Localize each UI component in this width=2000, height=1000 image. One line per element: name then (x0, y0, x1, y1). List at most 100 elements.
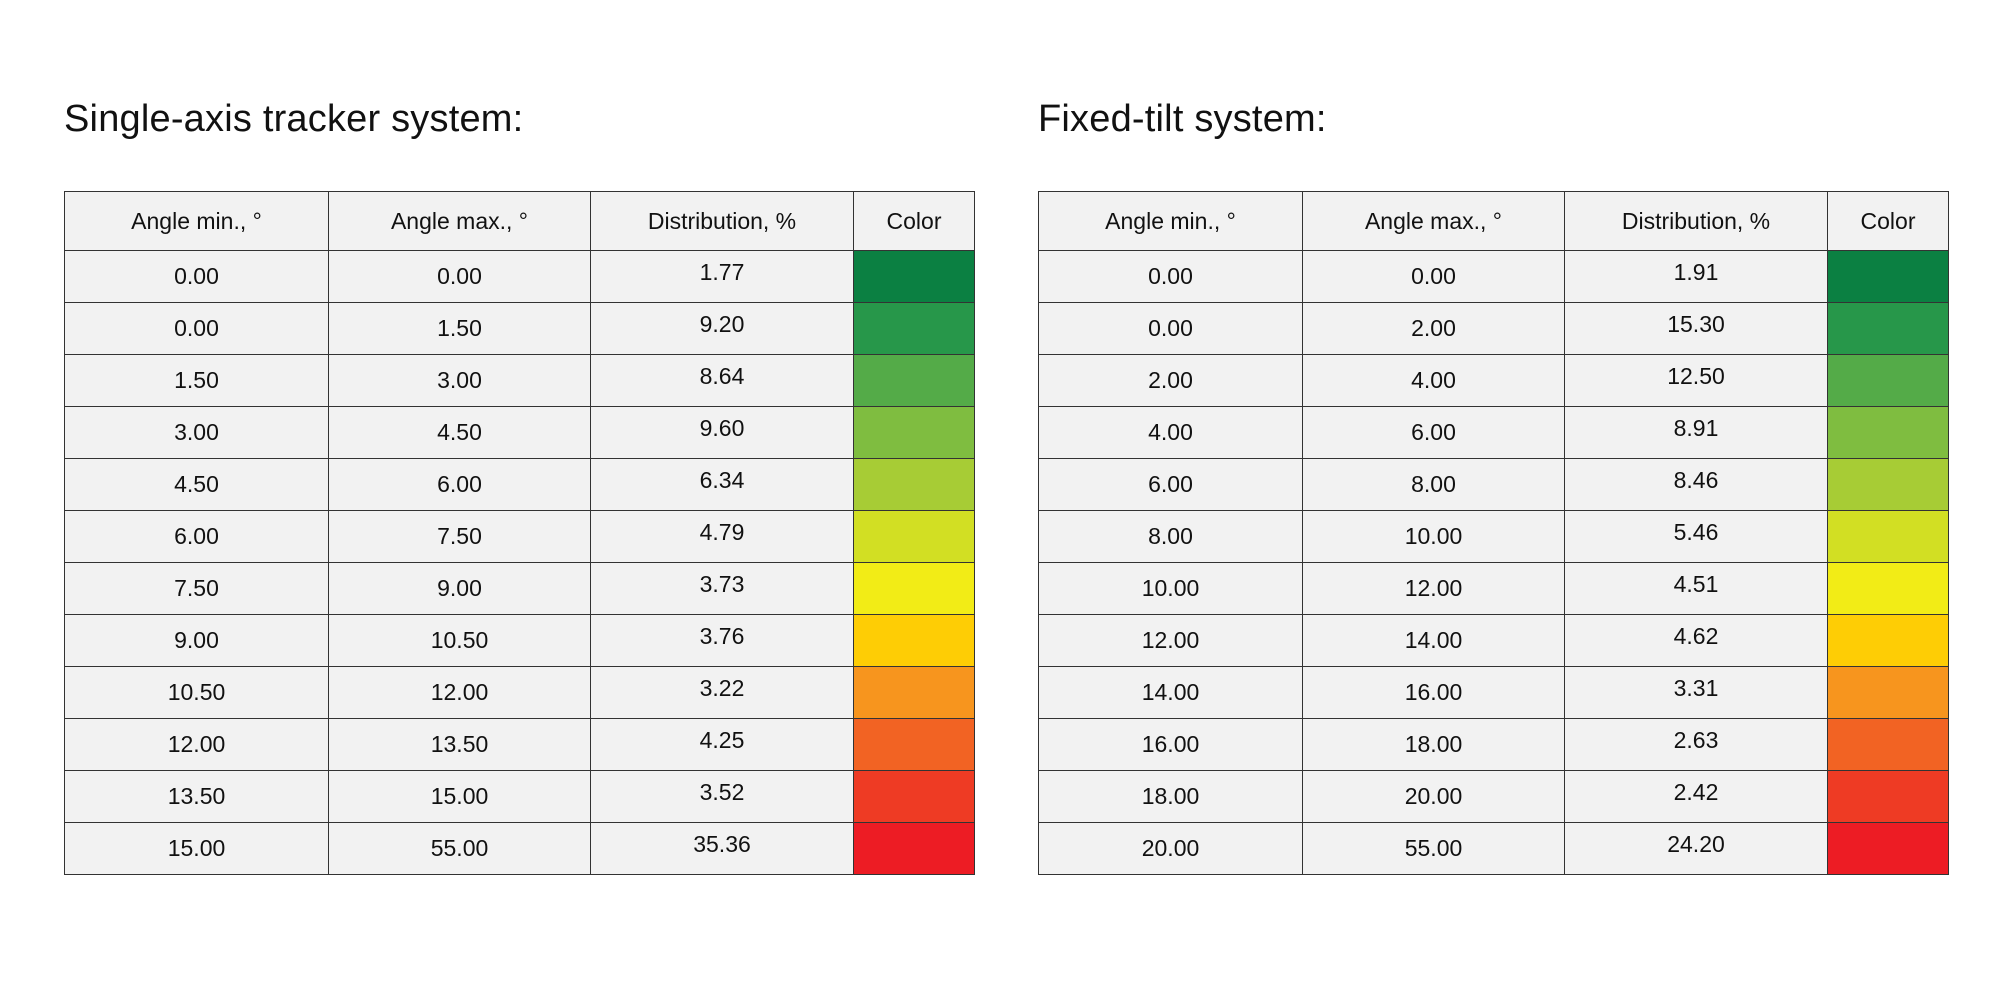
distribution-cell: 8.46 (1564, 458, 1828, 511)
angle-max-cell: 3.00 (328, 354, 591, 407)
color-swatch (1827, 458, 1949, 511)
angle-max-cell: 55.00 (328, 822, 591, 875)
angle-min-cell: 14.00 (1038, 666, 1303, 719)
distribution-cell: 2.63 (1564, 718, 1828, 771)
angle-max-cell: 10.50 (328, 614, 591, 667)
distribution-cell: 8.91 (1564, 406, 1828, 459)
color-swatch (1827, 562, 1949, 615)
color-swatch (853, 354, 975, 407)
table-row: 8.00 10.00 5.46 (1038, 510, 1949, 563)
distribution-cell: 35.36 (590, 822, 854, 875)
table-row: 16.00 18.00 2.63 (1038, 718, 1949, 771)
header-angle-min: Angle min., ° (64, 191, 329, 251)
color-swatch (1827, 510, 1949, 563)
angle-max-cell: 20.00 (1302, 770, 1565, 823)
angle-min-cell: 6.00 (1038, 458, 1303, 511)
distribution-cell: 24.20 (1564, 822, 1828, 875)
angle-min-cell: 6.00 (64, 510, 329, 563)
header-color: Color (1827, 191, 1949, 251)
color-swatch (853, 666, 975, 719)
table-header-row: Angle min., ° Angle max., ° Distribution… (1038, 191, 1949, 251)
angle-max-cell: 6.00 (328, 458, 591, 511)
distribution-cell: 3.52 (590, 770, 854, 823)
angle-min-cell: 3.00 (64, 406, 329, 459)
header-angle-min: Angle min., ° (1038, 191, 1303, 251)
single-axis-tracker-table: Angle min., ° Angle max., ° Distribution… (64, 191, 975, 875)
angle-max-cell: 7.50 (328, 510, 591, 563)
header-angle-max: Angle max., ° (328, 191, 591, 251)
color-swatch (853, 822, 975, 875)
angle-max-cell: 8.00 (1302, 458, 1565, 511)
table-row: 10.50 12.00 3.22 (64, 666, 975, 719)
table-row: 12.00 14.00 4.62 (1038, 614, 1949, 667)
angle-max-cell: 16.00 (1302, 666, 1565, 719)
distribution-cell: 1.77 (590, 250, 854, 303)
header-color: Color (853, 191, 975, 251)
table-row: 0.00 0.00 1.77 (64, 250, 975, 303)
angle-min-cell: 0.00 (64, 302, 329, 355)
distribution-cell: 2.42 (1564, 770, 1828, 823)
color-swatch (853, 250, 975, 303)
color-swatch (853, 406, 975, 459)
table-row: 6.00 7.50 4.79 (64, 510, 975, 563)
table-body: 0.00 0.00 1.91 0.00 2.00 15.30 2.00 4.00 12.50 4.… (1038, 250, 1949, 875)
header-distribution: Distribution, % (1564, 191, 1828, 251)
color-swatch (1827, 822, 1949, 875)
angle-max-cell: 9.00 (328, 562, 591, 615)
fixed-tilt-title: Fixed-tilt system: (1038, 98, 1327, 140)
table-row: 4.00 6.00 8.91 (1038, 406, 1949, 459)
angle-max-cell: 4.50 (328, 406, 591, 459)
angle-min-cell: 0.00 (1038, 250, 1303, 303)
angle-min-cell: 20.00 (1038, 822, 1303, 875)
angle-max-cell: 18.00 (1302, 718, 1565, 771)
table-row: 0.00 1.50 9.20 (64, 302, 975, 355)
table-row: 18.00 20.00 2.42 (1038, 770, 1949, 823)
angle-max-cell: 0.00 (1302, 250, 1565, 303)
angle-max-cell: 6.00 (1302, 406, 1565, 459)
angle-min-cell: 12.00 (1038, 614, 1303, 667)
angle-max-cell: 14.00 (1302, 614, 1565, 667)
table-row: 0.00 0.00 1.91 (1038, 250, 1949, 303)
distribution-cell: 3.76 (590, 614, 854, 667)
angle-min-cell: 16.00 (1038, 718, 1303, 771)
angle-min-cell: 1.50 (64, 354, 329, 407)
angle-min-cell: 4.00 (1038, 406, 1303, 459)
distribution-cell: 3.73 (590, 562, 854, 615)
angle-max-cell: 13.50 (328, 718, 591, 771)
color-swatch (853, 510, 975, 563)
angle-max-cell: 12.00 (328, 666, 591, 719)
color-swatch (853, 770, 975, 823)
angle-max-cell: 2.00 (1302, 302, 1565, 355)
distribution-cell: 4.79 (590, 510, 854, 563)
table-row: 10.00 12.00 4.51 (1038, 562, 1949, 615)
single-axis-tracker-title: Single-axis tracker system: (64, 98, 524, 140)
color-swatch (1827, 354, 1949, 407)
angle-max-cell: 10.00 (1302, 510, 1565, 563)
angle-min-cell: 8.00 (1038, 510, 1303, 563)
distribution-cell: 3.22 (590, 666, 854, 719)
color-swatch (1827, 302, 1949, 355)
distribution-cell: 12.50 (1564, 354, 1828, 407)
color-swatch (853, 718, 975, 771)
angle-min-cell: 15.00 (64, 822, 329, 875)
header-distribution: Distribution, % (590, 191, 854, 251)
distribution-cell: 4.62 (1564, 614, 1828, 667)
table-row: 7.50 9.00 3.73 (64, 562, 975, 615)
angle-min-cell: 10.00 (1038, 562, 1303, 615)
table-row: 9.00 10.50 3.76 (64, 614, 975, 667)
distribution-cell: 9.60 (590, 406, 854, 459)
angle-min-cell: 18.00 (1038, 770, 1303, 823)
color-swatch (1827, 666, 1949, 719)
table-row: 2.00 4.00 12.50 (1038, 354, 1949, 407)
angle-max-cell: 1.50 (328, 302, 591, 355)
angle-max-cell: 15.00 (328, 770, 591, 823)
angle-min-cell: 2.00 (1038, 354, 1303, 407)
distribution-cell: 8.64 (590, 354, 854, 407)
angle-max-cell: 12.00 (1302, 562, 1565, 615)
angle-max-cell: 0.00 (328, 250, 591, 303)
table-row: 1.50 3.00 8.64 (64, 354, 975, 407)
distribution-cell: 4.51 (1564, 562, 1828, 615)
table-row: 15.00 55.00 35.36 (64, 822, 975, 875)
angle-min-cell: 10.50 (64, 666, 329, 719)
distribution-cell: 1.91 (1564, 250, 1828, 303)
